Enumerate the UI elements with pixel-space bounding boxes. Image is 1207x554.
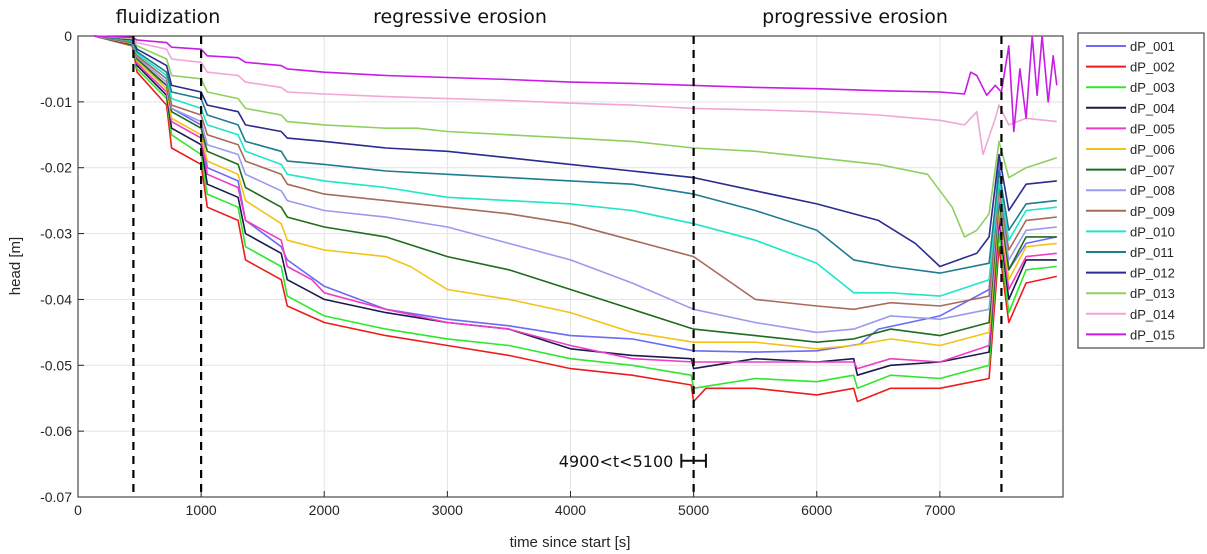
y-tick-label: 0 — [64, 28, 72, 44]
series-line-dp-003 — [93, 35, 1057, 390]
legend-label: dP_013 — [1130, 286, 1175, 301]
legend-label: dP_015 — [1130, 327, 1175, 342]
annotation-label: 4900<t<5100 — [559, 452, 674, 471]
series-line-dp-001 — [93, 35, 1057, 353]
legend-label: dP_004 — [1130, 101, 1175, 116]
x-tick-label: 2000 — [309, 502, 340, 518]
phase-label-progressive-erosion: progressive erosion — [762, 6, 948, 28]
phase-label-fluidization: fluidization — [116, 6, 221, 28]
series-layer — [93, 35, 1058, 403]
grid-layer — [77, 35, 1063, 498]
y-tick-label: -0.06 — [40, 423, 72, 439]
x-tick-label: 3000 — [432, 502, 463, 518]
series-line-dp-010 — [93, 35, 1057, 297]
series-line-dp-006 — [93, 35, 1057, 350]
series-line-dp-009 — [93, 35, 1057, 311]
y-tick-label: -0.01 — [40, 94, 72, 110]
series-line-dp-012 — [93, 35, 1057, 268]
legend-label: dP_008 — [1130, 183, 1175, 198]
series-line-dp-008 — [93, 35, 1057, 334]
series-line-dp-007 — [93, 35, 1057, 343]
legend-label: dP_006 — [1130, 142, 1175, 157]
legend-label: dP_001 — [1130, 39, 1175, 54]
phase-boundaries — [132, 36, 1003, 497]
series-line-dp-004 — [93, 35, 1057, 376]
x-tick-label: 0 — [74, 502, 82, 518]
time-window-annotation: 4900<t<5100 — [559, 452, 707, 471]
legend-label: dP_010 — [1130, 224, 1175, 239]
legend-label: dP_003 — [1130, 80, 1175, 95]
x-axis-label: time since start [s] — [510, 534, 631, 551]
x-tick-label: 6000 — [801, 502, 832, 518]
phase-label-regressive-erosion: regressive erosion — [373, 6, 547, 28]
y-tick-label: -0.05 — [40, 357, 72, 373]
series-line-dp-014 — [93, 35, 1057, 156]
series-line-dp-005 — [93, 35, 1057, 370]
legend-label: dP_007 — [1130, 163, 1175, 178]
y-tick-label: -0.04 — [40, 291, 72, 307]
series-line-dp-011 — [93, 35, 1057, 274]
legend-label: dP_005 — [1130, 121, 1175, 136]
legend-label: dP_014 — [1130, 307, 1175, 322]
legend-label: dP_009 — [1130, 204, 1175, 219]
series-line-dp-015 — [93, 35, 1058, 133]
x-tick-label: 5000 — [678, 502, 709, 518]
y-tick-label: -0.03 — [40, 226, 72, 242]
y-tick-label: -0.02 — [40, 160, 72, 176]
legend-label: dP_012 — [1130, 266, 1175, 281]
x-tick-label: 7000 — [924, 502, 955, 518]
y-tick-label: -0.07 — [40, 489, 72, 505]
axis-ticks: 0 1000 2000 3000 4000 5000 6000 7000 0 -0.01 -0.02… — [40, 28, 956, 518]
legend: dP_001 dP_002 dP_003 dP_004 dP_005 dP_006 dP_0… — [1077, 32, 1205, 349]
legend-label: dP_002 — [1130, 60, 1175, 75]
x-tick-label: 1000 — [186, 502, 217, 518]
y-axis-label: head [m] — [7, 237, 24, 295]
legend-label: dP_011 — [1130, 245, 1174, 260]
x-tick-label: 4000 — [555, 502, 586, 518]
